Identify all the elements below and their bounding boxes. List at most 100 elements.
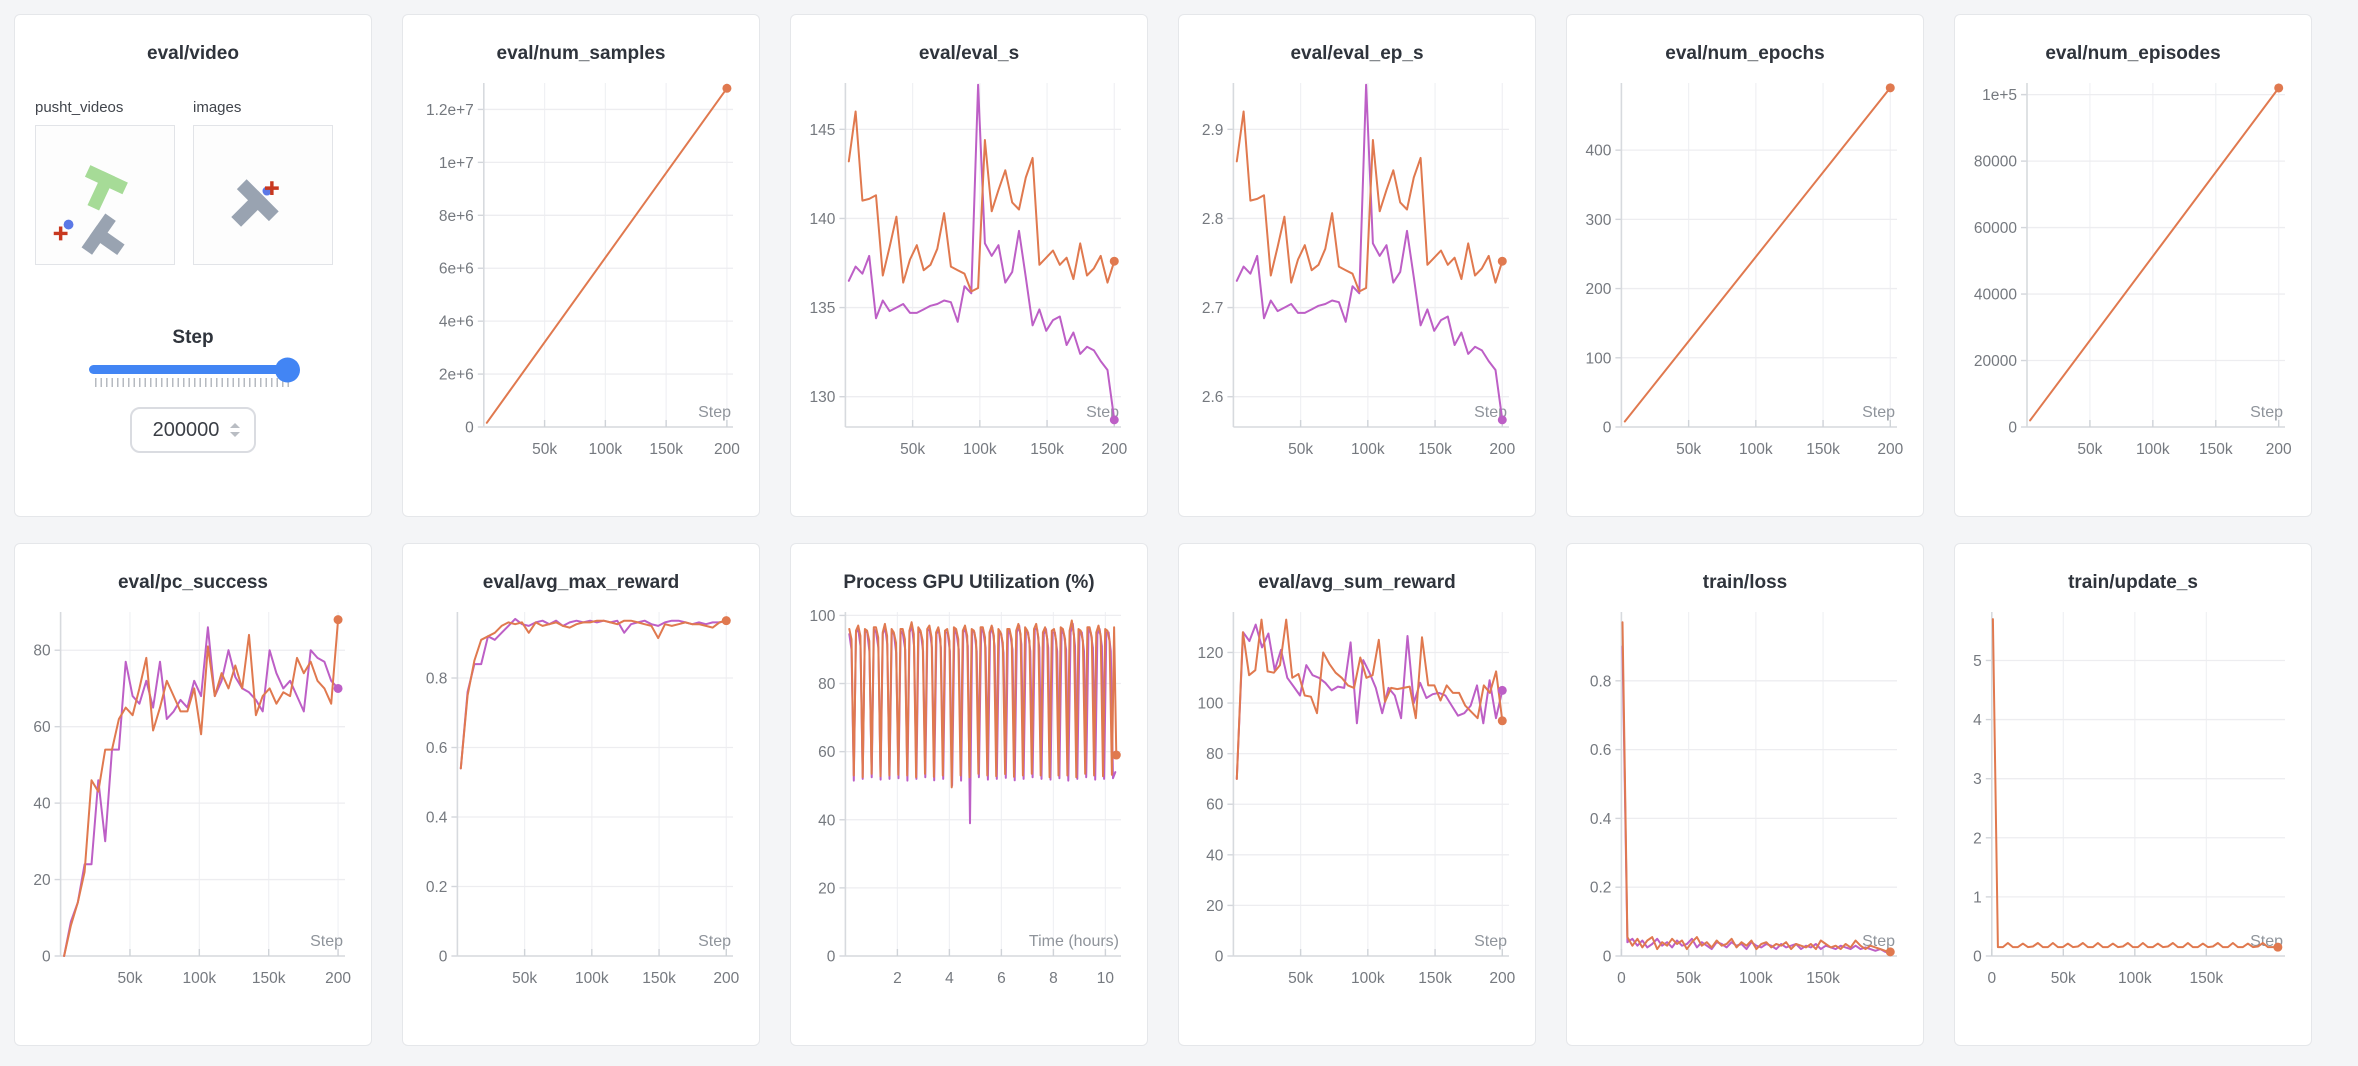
chart-panel-eval-eval_ep_s: eval/eval_ep_s 2.6 2.7 2.8 2.9 50k 100k 150k 20… xyxy=(1178,14,1536,517)
step-slider-knob[interactable] xyxy=(275,357,300,382)
y-tick-label: 40 xyxy=(1206,847,1224,864)
pusht-video-thumbnail[interactable] xyxy=(35,125,175,265)
stepper-arrows[interactable] xyxy=(230,423,240,437)
x-tick-label: 150k xyxy=(2190,970,2224,987)
y-tick-label: 0.6 xyxy=(426,740,448,757)
step-slider[interactable] xyxy=(89,357,300,387)
x-tick-label: 100k xyxy=(589,441,623,458)
y-tick-label: 130 xyxy=(810,389,836,406)
y-tick-label: 2e+6 xyxy=(439,367,474,384)
chart-canvas[interactable]: 0 0.2 0.4 0.6 0.8 50k 100k 150k 200 Step xyxy=(403,598,759,1010)
series-end-dot-orange-run xyxy=(333,615,343,625)
chart-canvas[interactable]: 0 20 40 60 80 100 2 4 6 8 10 Time (hours) xyxy=(791,598,1147,1010)
series-line-purple-run xyxy=(847,83,1116,421)
chart-panel-eval-num_epochs: eval/num_epochs 0 100 200 300 400 50k 100k 150k… xyxy=(1566,14,1924,517)
series-line-orange-run xyxy=(1991,618,2279,949)
y-tick-label: 2.9 xyxy=(1202,122,1224,139)
y-tick-label: 1.2e+7 xyxy=(426,102,474,119)
x-axis-label: Step xyxy=(1474,933,1507,950)
chart-panel-train-update_s: train/update_s 0 1 2 3 4 5 0 50k 100k 150k Step xyxy=(1954,543,2312,1046)
y-tick-label: 4 xyxy=(1973,712,1982,729)
chart-canvas[interactable]: 130 135 140 145 50k 100k 150k 200 Step xyxy=(791,69,1147,481)
x-tick-label: 200 xyxy=(1489,441,1515,458)
chart-panel-eval-avg_sum_reward: eval/avg_sum_reward 0 20 40 60 80 100 120 50k 10… xyxy=(1178,543,1536,1046)
x-tick-label: 50k xyxy=(512,970,537,987)
x-axis-label: Step xyxy=(1474,404,1507,421)
y-tick-label: 0 xyxy=(42,949,51,966)
y-tick-label: 145 xyxy=(810,122,836,139)
series-line-orange-run xyxy=(2029,87,2280,422)
x-tick-label: 4 xyxy=(945,970,954,987)
x-tick-label: 50k xyxy=(117,970,142,987)
y-tick-label: 0 xyxy=(1973,949,1982,966)
chart-title: eval/num_episodes xyxy=(2045,43,2221,64)
chart-title: Process GPU Utilization (%) xyxy=(843,572,1095,593)
y-tick-label: 100 xyxy=(810,608,836,625)
x-axis-label: Time (hours) xyxy=(1029,933,1119,950)
x-tick-label: 50k xyxy=(1676,970,1701,987)
series-line-orange-run xyxy=(1235,110,1504,293)
step-input-box[interactable] xyxy=(130,407,256,453)
y-tick-label: 100 xyxy=(1586,350,1612,367)
x-tick-label: 50k xyxy=(2077,441,2102,458)
series-line-orange-run xyxy=(1621,621,1892,953)
x-tick-label: 8 xyxy=(1049,970,1058,987)
media-row: pusht_videos xyxy=(15,99,371,265)
x-tick-label: 200 xyxy=(713,970,739,987)
chart-canvas[interactable]: 0 100 200 300 400 50k 100k 150k 200 Step xyxy=(1567,69,1923,481)
y-tick-label: 2.8 xyxy=(1202,211,1224,228)
y-tick-label: 60 xyxy=(33,719,51,736)
y-tick-label: 80000 xyxy=(1974,154,2017,171)
chart-canvas[interactable]: 2.6 2.7 2.8 2.9 50k 100k 150k 200 Step xyxy=(1179,69,1535,481)
step-slider-track[interactable] xyxy=(89,357,300,382)
x-tick-label: 150k xyxy=(252,970,286,987)
chart-canvas[interactable]: 0 20 40 60 80 50k 100k 150k 200 Step xyxy=(15,598,371,1010)
y-tick-label: 4e+6 xyxy=(439,314,474,331)
media-label: images xyxy=(193,99,242,116)
y-tick-label: 2.7 xyxy=(1202,300,1224,317)
x-tick-label: 6 xyxy=(997,970,1006,987)
chart-canvas[interactable]: 0 20000 40000 60000 80000 1e+5 50k 100k 150k 200 S… xyxy=(1955,69,2311,481)
y-tick-label: 60 xyxy=(818,744,836,761)
step-control: Step xyxy=(15,327,371,453)
x-tick-label: 0 xyxy=(1617,970,1626,987)
x-tick-label: 150k xyxy=(1030,441,1064,458)
images-frame xyxy=(231,179,279,227)
y-tick-label: 2.6 xyxy=(1202,389,1224,406)
chart-panel-train-loss: train/loss 0 0.2 0.4 0.6 0.8 0 50k 100k 150k Step xyxy=(1566,543,1924,1046)
media-item-images[interactable]: images xyxy=(193,99,333,265)
y-tick-label: 0 xyxy=(1603,949,1612,966)
series-end-dot-orange-run xyxy=(1885,947,1895,957)
x-axis-label: Step xyxy=(698,404,731,421)
chart-canvas[interactable]: 0 2e+6 4e+6 6e+6 8e+6 1e+7 1.2e+7 50k 100k 150k 20… xyxy=(403,69,759,481)
step-up-icon[interactable] xyxy=(230,423,240,428)
y-tick-label: 6e+6 xyxy=(439,261,474,278)
x-tick-label: 50k xyxy=(532,441,557,458)
step-down-icon[interactable] xyxy=(230,432,240,437)
pusht-video-frame xyxy=(53,165,128,255)
x-tick-label: 50k xyxy=(900,441,925,458)
chart-title: eval/eval_s xyxy=(918,43,1020,64)
series-end-dot-orange-run xyxy=(1497,256,1507,266)
images-thumbnail[interactable] xyxy=(193,125,333,265)
x-tick-label: 100k xyxy=(2136,441,2170,458)
x-tick-label: 150k xyxy=(1806,441,1840,458)
y-tick-label: 0.2 xyxy=(426,879,448,896)
y-tick-label: 0 xyxy=(2008,420,2017,437)
y-tick-label: 200 xyxy=(1586,281,1612,298)
series-end-dot-purple-run xyxy=(1497,685,1507,695)
chart-title: eval/num_samples xyxy=(496,43,666,64)
chart-title: eval/num_epochs xyxy=(1665,43,1825,64)
series-line-orange-run xyxy=(1235,618,1504,780)
media-item-pusht-videos[interactable]: pusht_videos xyxy=(35,99,175,265)
x-axis-label: Step xyxy=(1862,404,1895,421)
chart-title: eval/avg_sum_reward xyxy=(1258,572,1456,593)
step-value-input[interactable] xyxy=(146,417,226,443)
chart-canvas[interactable]: 0 20 40 60 80 100 120 50k 100k 150k 200 Step xyxy=(1179,598,1535,1010)
y-tick-label: 80 xyxy=(1206,746,1224,763)
series-line-purple-run xyxy=(1235,623,1504,780)
x-tick-label: 100k xyxy=(2118,970,2152,987)
